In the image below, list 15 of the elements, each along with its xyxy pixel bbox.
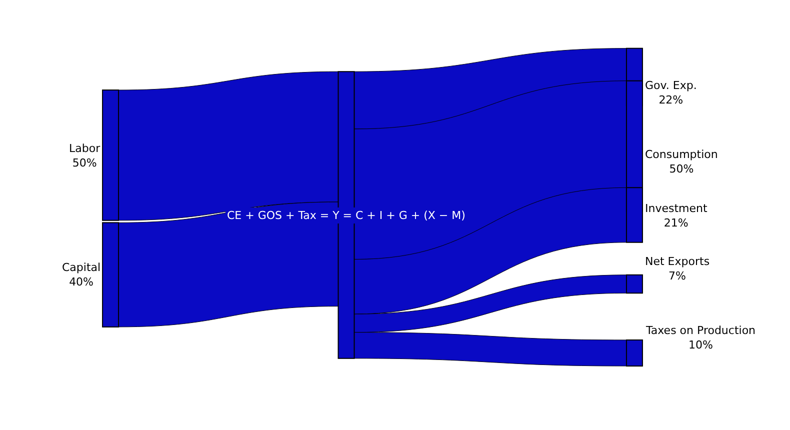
category-label: Investment [645, 202, 708, 215]
data-label: 50% [669, 162, 694, 176]
category-label: Net Exports [645, 255, 710, 268]
category-label: Taxes on Production [645, 324, 756, 337]
data-label: 7% [668, 269, 686, 282]
data-label: 10% [688, 338, 713, 352]
data-label: 50% [72, 156, 97, 170]
category-label: Capital [62, 261, 101, 274]
data-label: 22% [658, 93, 684, 106]
data-label: 21% [664, 216, 688, 230]
category-label: Consumption [645, 148, 718, 161]
text: CE + GOS + Tax = Y = C + I + G + (X − M) [227, 209, 466, 222]
category-label: Labor [69, 142, 101, 155]
data-label: 40% [69, 275, 94, 288]
category-label: Gov. Exp. [645, 79, 697, 92]
